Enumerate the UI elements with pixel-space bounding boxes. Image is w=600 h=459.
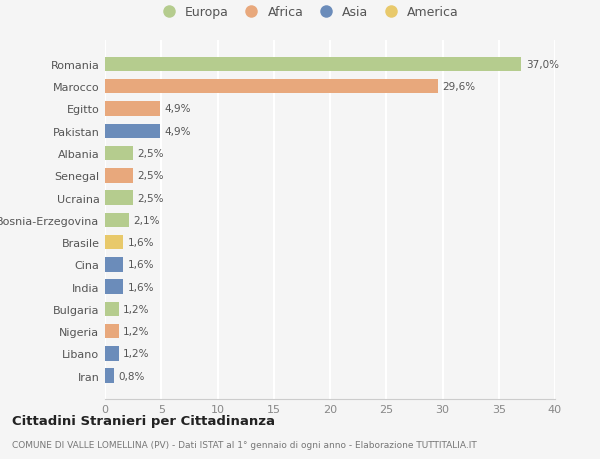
Text: 37,0%: 37,0%: [526, 60, 559, 70]
Text: 2,5%: 2,5%: [137, 171, 164, 181]
Bar: [105, 213, 128, 228]
Bar: [105, 102, 160, 117]
Text: 1,2%: 1,2%: [123, 326, 149, 336]
Bar: [105, 347, 119, 361]
Bar: [105, 235, 123, 250]
Legend: Europa, Africa, Asia, America: Europa, Africa, Asia, America: [156, 6, 459, 19]
Text: 2,1%: 2,1%: [133, 215, 160, 225]
Text: 0,8%: 0,8%: [119, 371, 145, 381]
Bar: [105, 124, 160, 139]
Bar: [105, 80, 438, 94]
Bar: [105, 168, 133, 183]
Text: COMUNE DI VALLE LOMELLINA (PV) - Dati ISTAT al 1° gennaio di ogni anno - Elabora: COMUNE DI VALLE LOMELLINA (PV) - Dati IS…: [12, 441, 477, 449]
Bar: [105, 324, 119, 339]
Bar: [105, 302, 119, 316]
Text: 1,6%: 1,6%: [128, 260, 154, 270]
Text: 1,2%: 1,2%: [123, 304, 149, 314]
Text: 2,5%: 2,5%: [137, 149, 164, 159]
Text: 1,6%: 1,6%: [128, 282, 154, 292]
Bar: [105, 146, 133, 161]
Bar: [105, 191, 133, 205]
Text: 4,9%: 4,9%: [164, 104, 191, 114]
Text: 29,6%: 29,6%: [443, 82, 476, 92]
Bar: [105, 257, 123, 272]
Bar: [105, 369, 114, 383]
Text: 1,2%: 1,2%: [123, 349, 149, 358]
Text: Cittadini Stranieri per Cittadinanza: Cittadini Stranieri per Cittadinanza: [12, 414, 275, 428]
Text: 4,9%: 4,9%: [164, 127, 191, 136]
Bar: [105, 280, 123, 294]
Text: 1,6%: 1,6%: [128, 238, 154, 247]
Bar: [105, 57, 521, 72]
Text: 2,5%: 2,5%: [137, 193, 164, 203]
